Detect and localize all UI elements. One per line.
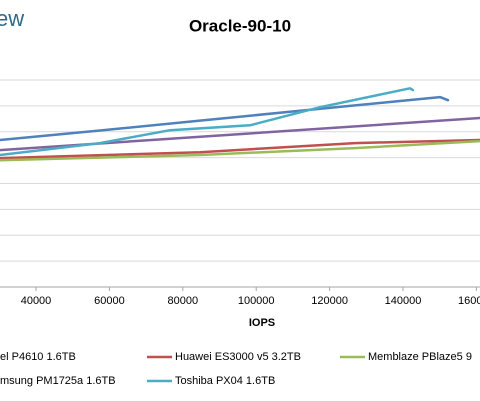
- x-tick-label: 160000: [458, 295, 480, 307]
- x-tick-label: 100000: [238, 295, 275, 307]
- series-line: [0, 138, 480, 160]
- x-tick-label: 120000: [311, 295, 348, 307]
- x-tick-label: 40000: [21, 295, 52, 307]
- chart-title: Oracle-90-10: [189, 16, 291, 35]
- legend-label: el P4610 1.6TB: [0, 351, 76, 363]
- x-tick-label: 140000: [385, 295, 422, 307]
- legend-label: Toshiba PX04 1.6TB: [175, 375, 275, 387]
- logo: ew: [0, 6, 24, 31]
- series-line: [0, 139, 480, 162]
- x-tick-label: 80000: [168, 295, 199, 307]
- legend-label: Memblaze PBlaze5 9: [368, 351, 472, 363]
- x-tick-label: 60000: [94, 295, 125, 307]
- legend-label: msung PM1725a 1.6TB: [0, 375, 116, 387]
- legend-label: Huawei ES3000 v5 3.2TB: [175, 351, 301, 363]
- x-axis-title: IOPS: [249, 317, 275, 329]
- series-line: [0, 87, 415, 157]
- series-line: [0, 95, 450, 142]
